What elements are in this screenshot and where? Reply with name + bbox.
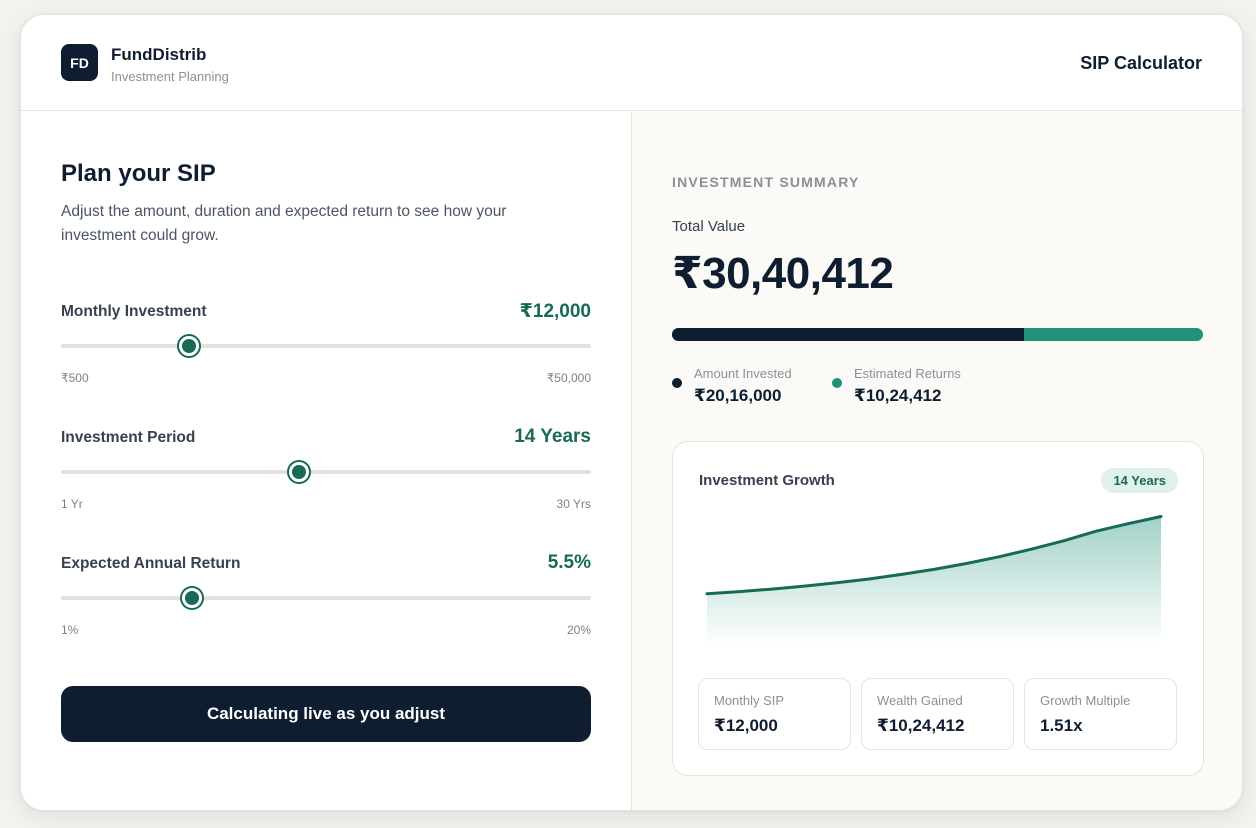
stat-growth-multiple: Growth Multiple 1.51x <box>1024 678 1177 750</box>
panel-divider <box>631 112 632 810</box>
calculate-button[interactable]: Calculating live as you adjust <box>61 686 591 742</box>
investment-period-control: Investment Period 14 Years 1 Yr 30 Yrs <box>61 426 591 519</box>
monthly-investment-slider-thumb[interactable] <box>177 334 202 358</box>
annual-return-min: 1% <box>61 623 79 637</box>
split-bar-invested <box>672 328 1025 341</box>
stat-wealth-gained-label: Wealth Gained <box>877 693 963 708</box>
stat-growth-multiple-value: 1.51x <box>1040 716 1083 735</box>
legend-invested-label: Amount Invested <box>694 366 792 381</box>
stat-wealth-gained-value: ₹10,24,412 <box>877 716 965 735</box>
investment-period-value: 14 Years <box>514 426 591 447</box>
monthly-investment-max: ₹50,000 <box>546 371 591 385</box>
growth-area <box>707 516 1161 644</box>
plan-description: Adjust the amount, duration and expected… <box>61 203 507 244</box>
annual-return-slider[interactable] <box>61 596 591 600</box>
page-title: SIP Calculator <box>1080 53 1202 73</box>
stat-monthly-sip-value: ₹12,000 <box>714 716 778 735</box>
brand-subtitle: Investment Planning <box>111 69 229 84</box>
input-panel: Plan your SIP Adjust the amount, duratio… <box>21 112 631 810</box>
monthly-investment-min: ₹500 <box>61 371 89 385</box>
legend-returns-label: Estimated Returns <box>854 366 961 381</box>
growth-line <box>705 515 1163 596</box>
invested-dot-icon <box>672 378 682 388</box>
stat-wealth-gained: Wealth Gained ₹10,24,412 <box>861 678 1014 750</box>
stat-growth-multiple-label: Growth Multiple <box>1040 693 1131 708</box>
growth-chart <box>705 515 1163 644</box>
investment-period-label: Investment Period <box>61 429 196 446</box>
investment-period-max: 30 Yrs <box>556 497 591 511</box>
returns-dot-icon <box>832 378 842 388</box>
summary-heading: INVESTMENT SUMMARY <box>672 174 860 190</box>
app-header: FD FundDistrib Investment Planning SIP C… <box>21 15 1242 111</box>
sip-card: FD FundDistrib Investment Planning SIP C… <box>20 14 1243 811</box>
total-value: ₹30,40,412 <box>672 249 894 298</box>
growth-title: Investment Growth <box>699 472 835 489</box>
stat-monthly-sip: Monthly SIP ₹12,000 <box>698 678 851 750</box>
split-bar <box>672 328 1203 341</box>
brand-logo: FD <box>61 44 98 81</box>
legend-returns-value: ₹10,24,412 <box>854 386 942 405</box>
legend-invested-value: ₹20,16,000 <box>694 386 782 405</box>
monthly-investment-slider[interactable] <box>61 344 591 348</box>
plan-title: Plan your SIP <box>61 160 216 187</box>
annual-return-value: 5.5% <box>547 552 591 573</box>
stat-monthly-sip-label: Monthly SIP <box>714 693 785 708</box>
annual-return-max: 20% <box>566 623 591 637</box>
total-value-label: Total Value <box>672 218 746 235</box>
annual-return-control: Expected Annual Return 5.5% 1% 20% <box>61 552 591 645</box>
monthly-investment-control: Monthly Investment ₹12,000 ₹500 ₹50,000 <box>61 301 591 393</box>
monthly-investment-label: Monthly Investment <box>61 303 207 320</box>
annual-return-slider-thumb[interactable] <box>180 586 205 610</box>
brand-name: FundDistrib <box>111 45 207 64</box>
investment-period-slider-thumb[interactable] <box>286 460 311 484</box>
summary-panel: INVESTMENT SUMMARY Total Value ₹30,40,41… <box>632 112 1242 810</box>
annual-return-label: Expected Annual Return <box>61 555 241 572</box>
period-badge: 14 Years <box>1101 468 1178 493</box>
investment-period-slider[interactable] <box>61 470 591 474</box>
investment-period-min: 1 Yr <box>61 497 83 511</box>
growth-card: Investment Growth 14 Years Monthly SIP ₹… <box>672 441 1204 776</box>
monthly-investment-value: ₹12,000 <box>519 301 591 322</box>
